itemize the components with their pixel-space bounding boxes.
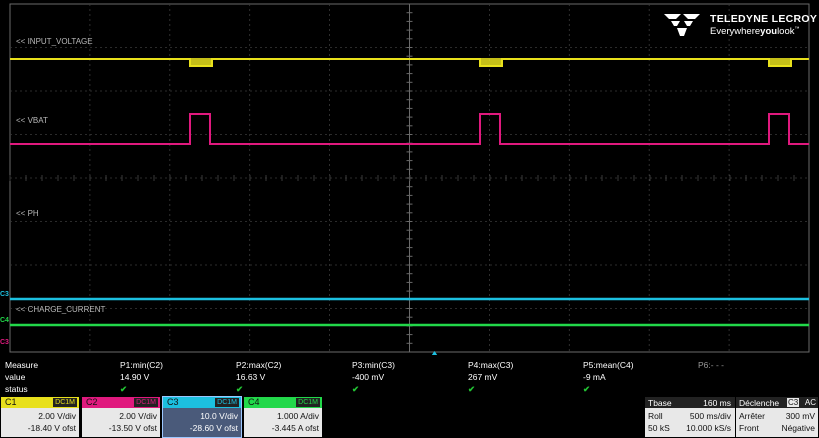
- channel-c3-header: C3 DC1M: [163, 397, 241, 408]
- channel-c3-descriptor[interactable]: C3 DC1M 10.0 V/div -28.60 V ofst: [162, 396, 242, 438]
- status-ok-icon: ✔: [468, 384, 476, 394]
- measure-status-row: status ✔ ✔ ✔ ✔ ✔: [0, 384, 819, 395]
- waveforms: [10, 58, 809, 327]
- timebase-mode: Roll: [648, 411, 663, 421]
- channel-c2-name: C2: [86, 397, 98, 407]
- timebase-rate: 10.000 kS/s: [686, 423, 731, 433]
- timebase-label: Tbase: [648, 398, 672, 408]
- param-name-p2[interactable]: P2:max(C2): [236, 360, 282, 370]
- teledyne-logo-icon: [664, 14, 700, 36]
- channel-c2-coupling: DC1M: [134, 398, 158, 407]
- param-name-p4[interactable]: P4:max(C3): [468, 360, 514, 370]
- trace-label: << VBAT: [16, 116, 48, 125]
- timebase-samples: 50 kS: [648, 423, 670, 433]
- channel-c3-offset: -28.60 V ofst: [189, 423, 238, 433]
- waveform-graticule: [9, 3, 810, 357]
- channel-c4-header: C4 DC1M: [244, 397, 322, 408]
- scope-display[interactable]: << INPUT_VOLTAGE << VBAT << PH << CHARGE_CU…: [0, 0, 819, 357]
- param-value-p5: -9 mA: [583, 372, 606, 382]
- trigger-slope: Négative: [781, 423, 815, 433]
- channel-c4-offset: -3.445 A ofst: [271, 423, 319, 433]
- channel-c1-name: C1: [5, 397, 17, 407]
- trigger-edge-label: Front: [739, 423, 759, 433]
- status-ok-icon: ✔: [352, 384, 360, 394]
- trace-label: << INPUT_VOLTAGE: [16, 37, 93, 46]
- measure-header-row: Measure P1:min(C2) P2:max(C2) P3:min(C3)…: [0, 360, 819, 371]
- measure-table[interactable]: Measure P1:min(C2) P2:max(C2) P3:min(C3)…: [0, 360, 819, 396]
- channel-marker[interactable]: C4: [0, 317, 9, 324]
- param-name-p5[interactable]: P5:mean(C4): [583, 360, 634, 370]
- grid: [9, 3, 810, 357]
- trace-label: << CHARGE_CURRENT: [16, 305, 106, 314]
- channel-c2-vdiv: 2.00 V/div: [119, 411, 157, 421]
- trigger-label: Déclenche: [739, 398, 780, 408]
- channel-c3-vdiv: 10.0 V/div: [200, 411, 238, 421]
- channel-c1-descriptor[interactable]: C1 DC1M 2.00 V/div -18.40 V ofst: [1, 397, 79, 437]
- channel-c1-coupling: DC1M: [53, 398, 77, 407]
- channel-c3-name: C3: [167, 397, 179, 407]
- timebase-value: 160 ms: [703, 398, 731, 408]
- trigger-descriptor[interactable]: Déclenche C3 AC Arrêter 300 mV Front Nég…: [736, 397, 818, 437]
- channel-marker[interactable]: C3: [0, 339, 9, 346]
- param-name-p3[interactable]: P3:min(C3): [352, 360, 395, 370]
- channel-c1-offset: -18.40 V ofst: [27, 423, 76, 433]
- channel-c1-vdiv: 2.00 V/div: [38, 411, 76, 421]
- channel-c1-header: C1 DC1M: [1, 397, 79, 408]
- trigger-state: Arrêter: [739, 411, 765, 421]
- measure-label: Measure: [5, 360, 39, 370]
- trigger-coupling: AC: [804, 398, 816, 407]
- param-value-p4: 267 mV: [468, 372, 498, 382]
- channel-descriptor-bar: C1 DC1M 2.00 V/div -18.40 V ofst C2 DC1M…: [0, 396, 819, 438]
- status-label: status: [5, 384, 28, 394]
- teledyne-lecroy-logo: TELEDYNE LECROY Everywhereyoulook™: [662, 12, 817, 38]
- trigger-source: C3: [787, 398, 800, 407]
- timebase-descriptor[interactable]: Tbase 160 ms Roll 500 ms/div 50 kS 10.00…: [645, 397, 735, 437]
- status-ok-icon: ✔: [120, 384, 128, 394]
- param-name-p6[interactable]: P6:- - -: [698, 360, 724, 370]
- timebase-tdiv: 500 ms/div: [689, 411, 731, 421]
- channel-c2-descriptor[interactable]: C2 DC1M 2.00 V/div -13.50 V ofst: [82, 397, 160, 437]
- channel-c3-coupling: DC1M: [215, 398, 239, 407]
- param-value-p1: 14.90 V: [120, 372, 150, 382]
- channel-c4-name: C4: [248, 397, 260, 407]
- channel-marker[interactable]: C3: [0, 291, 9, 298]
- brand-tagline: Everywhereyoulook™: [710, 26, 800, 38]
- param-value-p3: -400 mV: [352, 372, 385, 382]
- param-value-p2: 16.63 V: [236, 372, 266, 382]
- trigger-header: [736, 397, 818, 408]
- measure-value-row: value 14.90 V 16.63 V -400 mV 267 mV -9 …: [0, 372, 819, 383]
- channel-c4-descriptor[interactable]: C4 DC1M 1.000 A/div -3.445 A ofst: [244, 397, 322, 437]
- status-ok-icon: ✔: [236, 384, 244, 394]
- status-ok-icon: ✔: [583, 384, 591, 394]
- trigger-level: 300 mV: [785, 411, 815, 421]
- channel-c4-coupling: DC1M: [296, 398, 320, 407]
- channel-c2-header: C2 DC1M: [82, 397, 160, 408]
- timebase-header: [645, 397, 735, 408]
- brand-name: TELEDYNE LECROY: [710, 13, 818, 25]
- value-label: value: [5, 372, 26, 382]
- param-name-p1[interactable]: P1:min(C2): [120, 360, 163, 370]
- trace-label: << PH: [16, 209, 39, 218]
- channel-c4-vdiv: 1.000 A/div: [276, 411, 319, 421]
- channel-c2-offset: -13.50 V ofst: [108, 423, 157, 433]
